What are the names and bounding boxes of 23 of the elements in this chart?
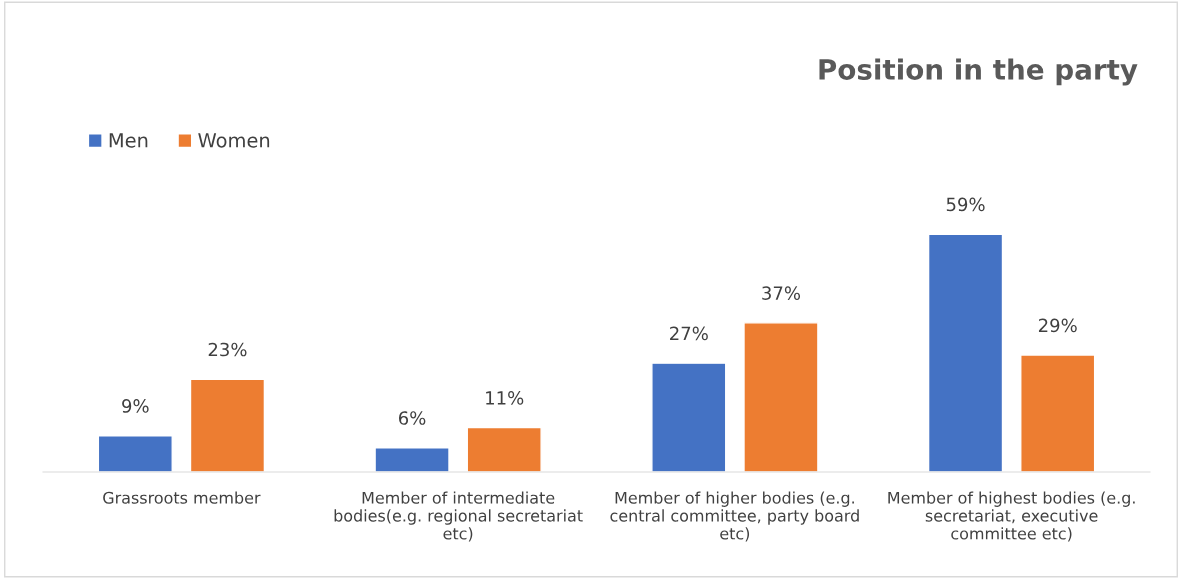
data-label: 11% [486, 391, 524, 405]
data-label: 23% [208, 342, 247, 357]
data-label: 6% [398, 411, 426, 425]
legend-label: Men [109, 133, 148, 148]
x-tick-label: Member of intermediate bodies(e.g. regional secretariat etc) [334, 491, 583, 542]
x-tick-label: Member of higher bodies (e.g. central committee, party board etc) [610, 491, 859, 542]
legend-label: Women [198, 133, 270, 148]
data-label: 59% [946, 197, 985, 212]
bar [97, 435, 173, 472]
bar [374, 447, 450, 472]
bar [1020, 354, 1096, 472]
data-label: 9% [122, 399, 149, 413]
bar [651, 362, 727, 472]
bar [743, 322, 819, 472]
data-label: 37% [762, 286, 801, 300]
bar [189, 378, 266, 472]
x-tick-label: Grassroots member [103, 491, 261, 504]
bar [927, 233, 1004, 472]
data-label: 27% [670, 326, 708, 341]
x-tick-label: Member of highest bodies (e.g. secretariat, executive committee etc) [888, 491, 1135, 542]
bar [466, 426, 542, 472]
chart-title: Position in the party [819, 58, 1138, 86]
data-label: 29% [1038, 318, 1077, 333]
